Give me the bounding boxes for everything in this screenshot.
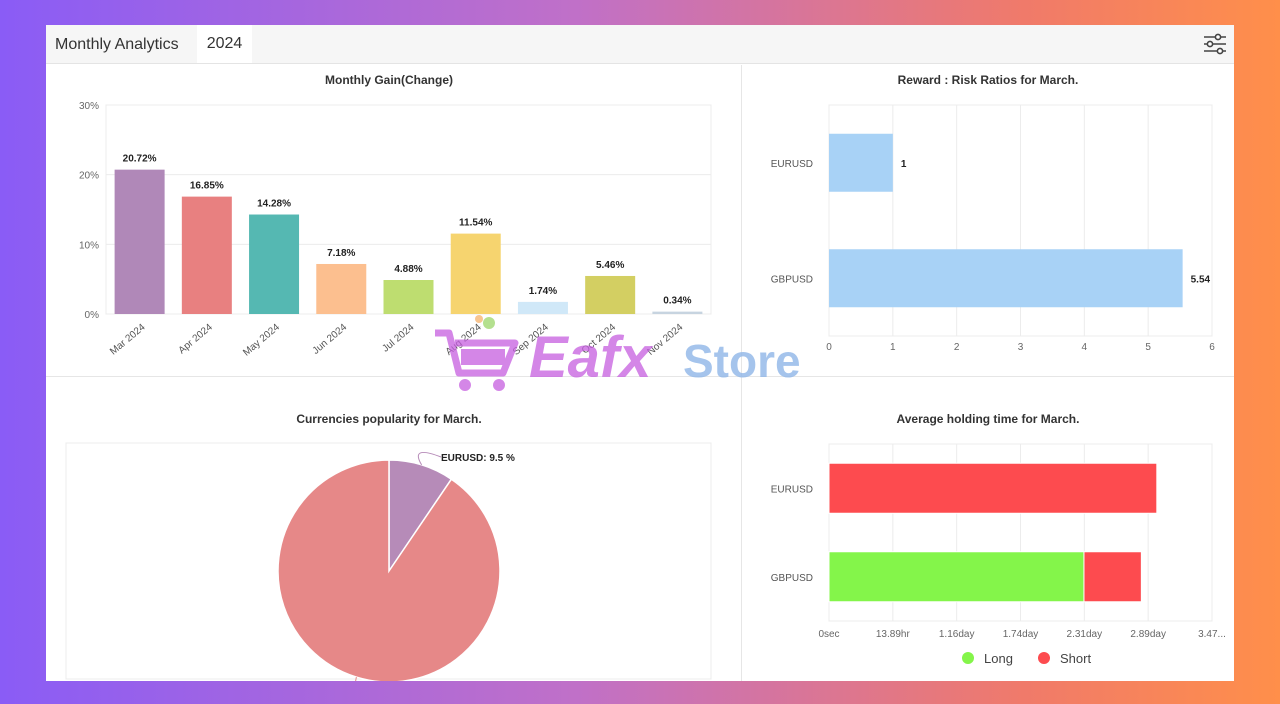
data-label: 1 — [901, 159, 907, 170]
bar — [383, 280, 434, 314]
holding-time-chart: Average holding time for March. 0sec 13.89… — [771, 412, 1226, 666]
bar — [517, 301, 568, 314]
bar — [585, 275, 636, 314]
chart-title: Average holding time for March. — [897, 412, 1080, 426]
chart-title: Monthly Gain(Change) — [325, 73, 453, 87]
monthly-gain-chart: Monthly Gain(Change) 0% 10% 20% 30% 20.72% Mar… — [79, 73, 712, 359]
x-tick-label: 3 — [1018, 342, 1024, 353]
reward-risk-chart: Reward : Risk Ratios for March. 0 1 2 3 4 5 6 EU… — [771, 73, 1215, 353]
x-tick-label: 1 — [890, 342, 896, 353]
x-tick-label: Sep 2024 — [511, 322, 551, 358]
data-label: 7.18% — [327, 248, 355, 259]
x-tick-label: Oct 2024 — [580, 322, 618, 357]
x-tick-label: 0 — [826, 342, 832, 353]
chart-title: Reward : Risk Ratios for March. — [898, 73, 1079, 87]
data-label: 0.34% — [663, 296, 691, 307]
currency-popularity-chart: Currencies popularity for March. EURUSD: … — [65, 412, 712, 681]
bar — [316, 263, 367, 314]
bar — [181, 196, 232, 314]
x-tick-label: 1.16day — [939, 629, 975, 640]
x-tick-label: Mar 2024 — [108, 322, 148, 358]
bar — [652, 311, 703, 314]
x-tick-label: 6 — [1209, 342, 1215, 353]
x-tick-label: 4 — [1082, 342, 1088, 353]
data-label: 5.46% — [596, 260, 624, 271]
chart-title: Currencies popularity for March. — [296, 412, 481, 426]
bar — [829, 133, 893, 192]
data-label: 14.28% — [257, 199, 291, 210]
vertical-divider — [741, 65, 742, 681]
bar — [249, 214, 300, 314]
y-tick-label: 30% — [79, 101, 99, 112]
x-tick-label: Apr 2024 — [177, 322, 215, 357]
x-tick-label: 13.89hr — [876, 629, 911, 640]
analytics-panel: Monthly Analytics 2024 Monthly Gain(Chan… — [46, 25, 1234, 681]
x-tick-label: 0sec — [818, 629, 839, 640]
data-label: 16.85% — [190, 181, 224, 192]
x-tick-label: 2.89day — [1130, 629, 1166, 640]
data-label: 1.74% — [529, 286, 557, 297]
y-tick-label: GBPUSD — [771, 573, 813, 584]
y-tick-label: 0% — [85, 310, 100, 321]
legend-marker — [962, 652, 974, 664]
leader-line — [417, 451, 442, 466]
x-tick-label: Jun 2024 — [311, 322, 350, 357]
bar — [450, 233, 501, 314]
legend-label: Short — [1060, 651, 1091, 666]
data-label: 20.72% — [123, 154, 157, 165]
y-tick-label: EURUSD — [771, 159, 813, 170]
y-tick-label: EURUSD — [771, 484, 813, 495]
tab-year[interactable]: 2024 — [197, 25, 252, 63]
y-tick-label: 10% — [79, 240, 99, 251]
y-tick-label: GBPUSD — [771, 274, 813, 285]
legend-label: Long — [984, 651, 1013, 666]
data-label: 11.54% — [459, 218, 492, 229]
bar-segment — [1083, 551, 1142, 603]
x-tick-label: 2 — [954, 342, 960, 353]
bar — [114, 169, 165, 314]
x-tick-label: May 2024 — [241, 322, 282, 359]
panel-header: Monthly Analytics 2024 — [46, 25, 1234, 64]
bar — [829, 249, 1183, 308]
x-tick-label: 1.74day — [1003, 629, 1039, 640]
bar-segment — [828, 462, 1158, 514]
pie-slice — [277, 459, 501, 681]
page-title: Monthly Analytics — [55, 36, 179, 53]
data-label: 5.54 — [1191, 274, 1211, 285]
x-tick-label: 3.47... — [1198, 629, 1226, 640]
legend-marker — [1038, 652, 1050, 664]
x-tick-label: Nov 2024 — [645, 322, 685, 358]
x-tick-label: Aug 2024 — [444, 322, 484, 358]
slice-label: EURUSD: 9.5 % — [441, 453, 515, 464]
x-tick-label: 2.31day — [1067, 629, 1103, 640]
sliders-icon[interactable] — [1202, 31, 1228, 57]
bar-segment — [828, 551, 1085, 603]
x-tick-label: Jul 2024 — [380, 322, 416, 355]
horizontal-divider — [46, 376, 1234, 377]
x-tick-label: 5 — [1145, 342, 1151, 353]
data-label: 4.88% — [394, 264, 422, 275]
y-tick-label: 20% — [79, 171, 99, 182]
